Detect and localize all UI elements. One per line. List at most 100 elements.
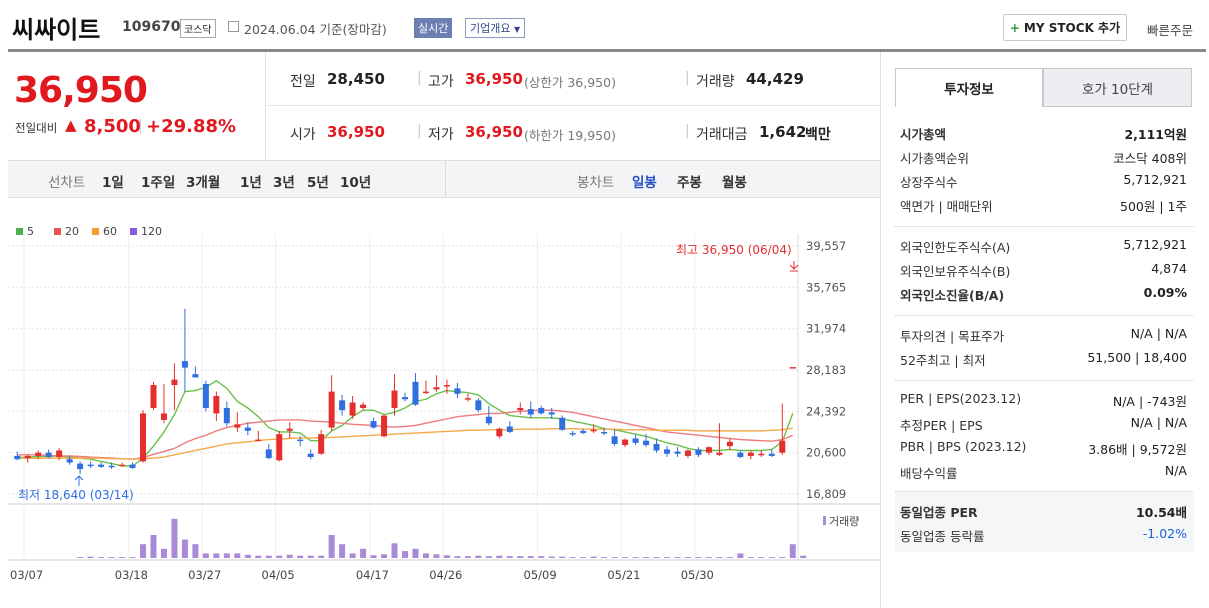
candle-body [475, 400, 482, 411]
change-percent: +29.88% [146, 116, 237, 137]
info-label: 동일업종 등락률 [900, 529, 985, 544]
company-overview-label: 기업개요 [470, 22, 511, 35]
ma-line-60 [17, 427, 793, 460]
volume-bar [98, 557, 105, 558]
volume-bar [779, 557, 786, 558]
volume-bar [443, 555, 450, 558]
volume-bar [496, 555, 503, 558]
x-tick-label: 03/07 [10, 568, 43, 582]
candle-body [632, 438, 639, 443]
info-row: 투자의견 | 목표주가 N/A | N/A [900, 326, 1187, 345]
y-tick-label: 31,974 [806, 322, 846, 336]
my-stock-add-button[interactable]: + MY STOCK 추가 [1003, 14, 1127, 41]
info-divider [895, 380, 1194, 381]
volume-bar [160, 548, 167, 558]
period-tab-6[interactable]: 10년 [340, 175, 372, 191]
volume-bar [129, 557, 136, 558]
candle-tabs: 일봉 주봉 월봉 [632, 171, 767, 191]
volume-bar [517, 556, 524, 558]
candle-tab-1[interactable]: 주봉 [677, 175, 702, 191]
volume-bar [171, 518, 178, 558]
info-row: 추정PER | EPS N/A | N/A [900, 415, 1187, 434]
info-row: 52주최고 | 최저 51,500 | 18,400 [900, 350, 1187, 369]
candle-tab-2[interactable]: 월봉 [722, 175, 747, 191]
info-label: 외국인소진율(B/A) [900, 288, 1005, 303]
candle-body [360, 404, 367, 408]
volume-bar [726, 557, 733, 558]
volume-bar [695, 557, 702, 558]
volume-bar [464, 556, 471, 558]
candle-body [527, 409, 534, 415]
candle-body [328, 391, 335, 428]
candle-body [244, 427, 251, 431]
candle-body [307, 453, 314, 458]
tab-invest-label: 투자정보 [944, 82, 994, 98]
period-tab-1[interactable]: 1주일 [141, 175, 176, 191]
volume-bar [150, 535, 157, 558]
volume-bar [297, 555, 304, 558]
volume-legend-label: 거래량 [829, 515, 859, 528]
y-tick-label: 16,809 [806, 487, 846, 501]
quick-order-button[interactable]: 빠른주문 [1147, 23, 1194, 38]
candle-body [768, 453, 775, 456]
candle-body [643, 440, 650, 446]
tab-invest-info[interactable]: 투자정보 [895, 68, 1043, 107]
info-label: 외국인한도주식수(A) [900, 240, 1011, 255]
period-tab-4[interactable]: 3년 [273, 175, 295, 191]
info-label: PBR | BPS (2023.12) [900, 439, 1027, 454]
candle-body [779, 440, 786, 453]
candle-body [548, 412, 555, 415]
volume-bar [569, 557, 576, 558]
x-tick-label: 05/30 [681, 568, 714, 582]
volume-bar [328, 535, 335, 558]
volume-bar [255, 555, 262, 558]
volume-bar [643, 557, 650, 558]
candle-body [622, 439, 629, 446]
volume-bar [538, 556, 545, 558]
candle-body [234, 424, 241, 428]
candle-body [213, 395, 220, 414]
reference-date: 2024.06.04 기준(장마감) [244, 22, 387, 37]
candle-body [580, 430, 587, 434]
volume-bar [422, 553, 429, 558]
period-tab-2[interactable]: 3개월 [186, 175, 221, 191]
candle-body [590, 429, 597, 432]
volume-bar [800, 555, 807, 558]
low-label: 저가 [428, 127, 454, 143]
candle-body [538, 407, 545, 414]
volume-bar [318, 555, 325, 558]
candle-body [464, 398, 471, 400]
volume-bar [77, 557, 84, 558]
period-tab-3[interactable]: 1년 [240, 175, 262, 191]
info-row: 상장주식수 5,712,921 [900, 172, 1187, 191]
volume-bar [412, 548, 419, 558]
x-tick-label: 04/05 [262, 568, 295, 582]
legend-swatch [130, 228, 137, 235]
volume-bar [475, 555, 482, 558]
candle-body [569, 433, 576, 435]
volume-bar [87, 556, 94, 558]
info-divider [895, 315, 1194, 316]
candle-body [181, 361, 188, 368]
volume-bar [360, 548, 367, 558]
volume-bar [339, 544, 346, 558]
tab-quote-10[interactable]: 호가 10단계 [1043, 68, 1192, 107]
info-value: 5,712,921 [1123, 172, 1187, 187]
period-tab-0[interactable]: 1일 [102, 175, 124, 191]
company-overview-button[interactable]: 기업개요 ▼ [465, 18, 526, 38]
volume-bar [758, 557, 765, 558]
x-tick-label: 03/27 [188, 568, 221, 582]
info-label: 시가총액 [900, 127, 947, 142]
ma-line-5 [17, 379, 794, 467]
candle-body [14, 455, 21, 460]
legend-swatch [16, 228, 23, 235]
candle-body [391, 390, 398, 408]
period-tab-5[interactable]: 5년 [307, 175, 329, 191]
realtime-button[interactable]: 실시간 [414, 18, 453, 38]
candle-tab-0[interactable]: 일봉 [632, 175, 657, 191]
candle-body [24, 455, 31, 459]
side-panel-divider [880, 52, 881, 608]
legend-swatch [92, 228, 99, 235]
info-value: 500원 | 1주 [1120, 199, 1187, 214]
x-tick-label: 04/26 [429, 568, 462, 582]
